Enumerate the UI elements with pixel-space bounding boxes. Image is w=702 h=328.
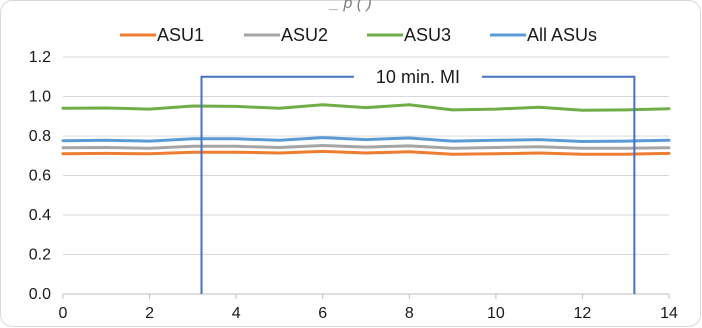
y-tick-label: 0.4: [29, 207, 51, 224]
y-tick-label: 0.8: [29, 128, 51, 145]
axes: [62, 293, 670, 299]
x-tick-label: 4: [232, 305, 241, 322]
series-line-asu1: [61, 149, 671, 156]
legend-label: ASU3: [404, 25, 451, 45]
x-tick-labels: 0 2 4 6 8 10 12 14: [59, 305, 678, 322]
series-line-all-asus: [61, 136, 671, 143]
legend-label: ASU2: [281, 25, 328, 45]
series-line-asu2: [61, 144, 671, 150]
chart-title-partial: _ p ( ): [328, 0, 372, 12]
x-tick-label: 12: [574, 305, 592, 322]
y-tick-label: 0.2: [29, 247, 51, 264]
x-tick-label: 10: [487, 305, 505, 322]
series-lines: [61, 103, 671, 156]
y-tick-label: 1.2: [29, 49, 51, 66]
gridlines: [63, 56, 669, 255]
annotation-bracket: 10 min. MI: [200, 67, 636, 294]
y-tick-label: 0.0: [29, 286, 51, 303]
y-tick-label: 0.6: [29, 168, 51, 185]
legend: ASU1 ASU2 ASU3 All ASUs: [120, 25, 597, 45]
y-tick-label: 1.0: [29, 89, 51, 106]
legend-label: All ASUs: [527, 25, 597, 45]
x-tick-label: 0: [59, 305, 68, 322]
y-tick-labels: 0.0 0.2 0.4 0.6 0.8 1.0 1.2: [29, 49, 51, 303]
series-line-asu3: [61, 103, 671, 112]
x-tick-label: 6: [318, 305, 327, 322]
x-tick-label: 14: [660, 305, 678, 322]
x-tick-label: 2: [145, 305, 154, 322]
legend-label: ASU1: [157, 25, 204, 45]
x-tick-label: 8: [405, 305, 414, 322]
annotation-label: 10 min. MI: [376, 67, 460, 87]
